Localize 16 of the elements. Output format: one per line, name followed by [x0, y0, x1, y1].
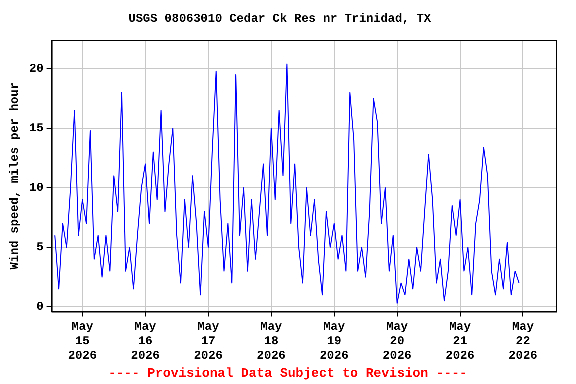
x-tick-label: May 19 2026 [320, 320, 349, 363]
y-tick-label: 5 [36, 240, 44, 255]
text: ---- Provisional Data Subject to Revision ---- [108, 366, 468, 381]
y-tick-label: 15 [29, 122, 44, 136]
y-tick-label: 20 [29, 62, 44, 76]
x-tick-label: May 15 2026 [68, 320, 98, 363]
y-tick-label: 0 [36, 300, 44, 314]
x-tick-label: May 18 2026 [257, 320, 286, 363]
y-axis-title: Wind speed, miles per hour [8, 82, 22, 270]
x-tick-label: May 20 2026 [382, 320, 412, 363]
x-tick-label: May 22 2026 [508, 320, 538, 363]
x-tick-label: May 21 2026 [446, 320, 475, 363]
x-tick-label: May 16 2026 [131, 320, 160, 363]
chart-title: USGS 08063010 Cedar Ck Res nr Trinidad, TX [128, 12, 432, 26]
y-tick-label: 10 [29, 181, 44, 196]
x-tick-label: May 17 2026 [194, 320, 223, 363]
